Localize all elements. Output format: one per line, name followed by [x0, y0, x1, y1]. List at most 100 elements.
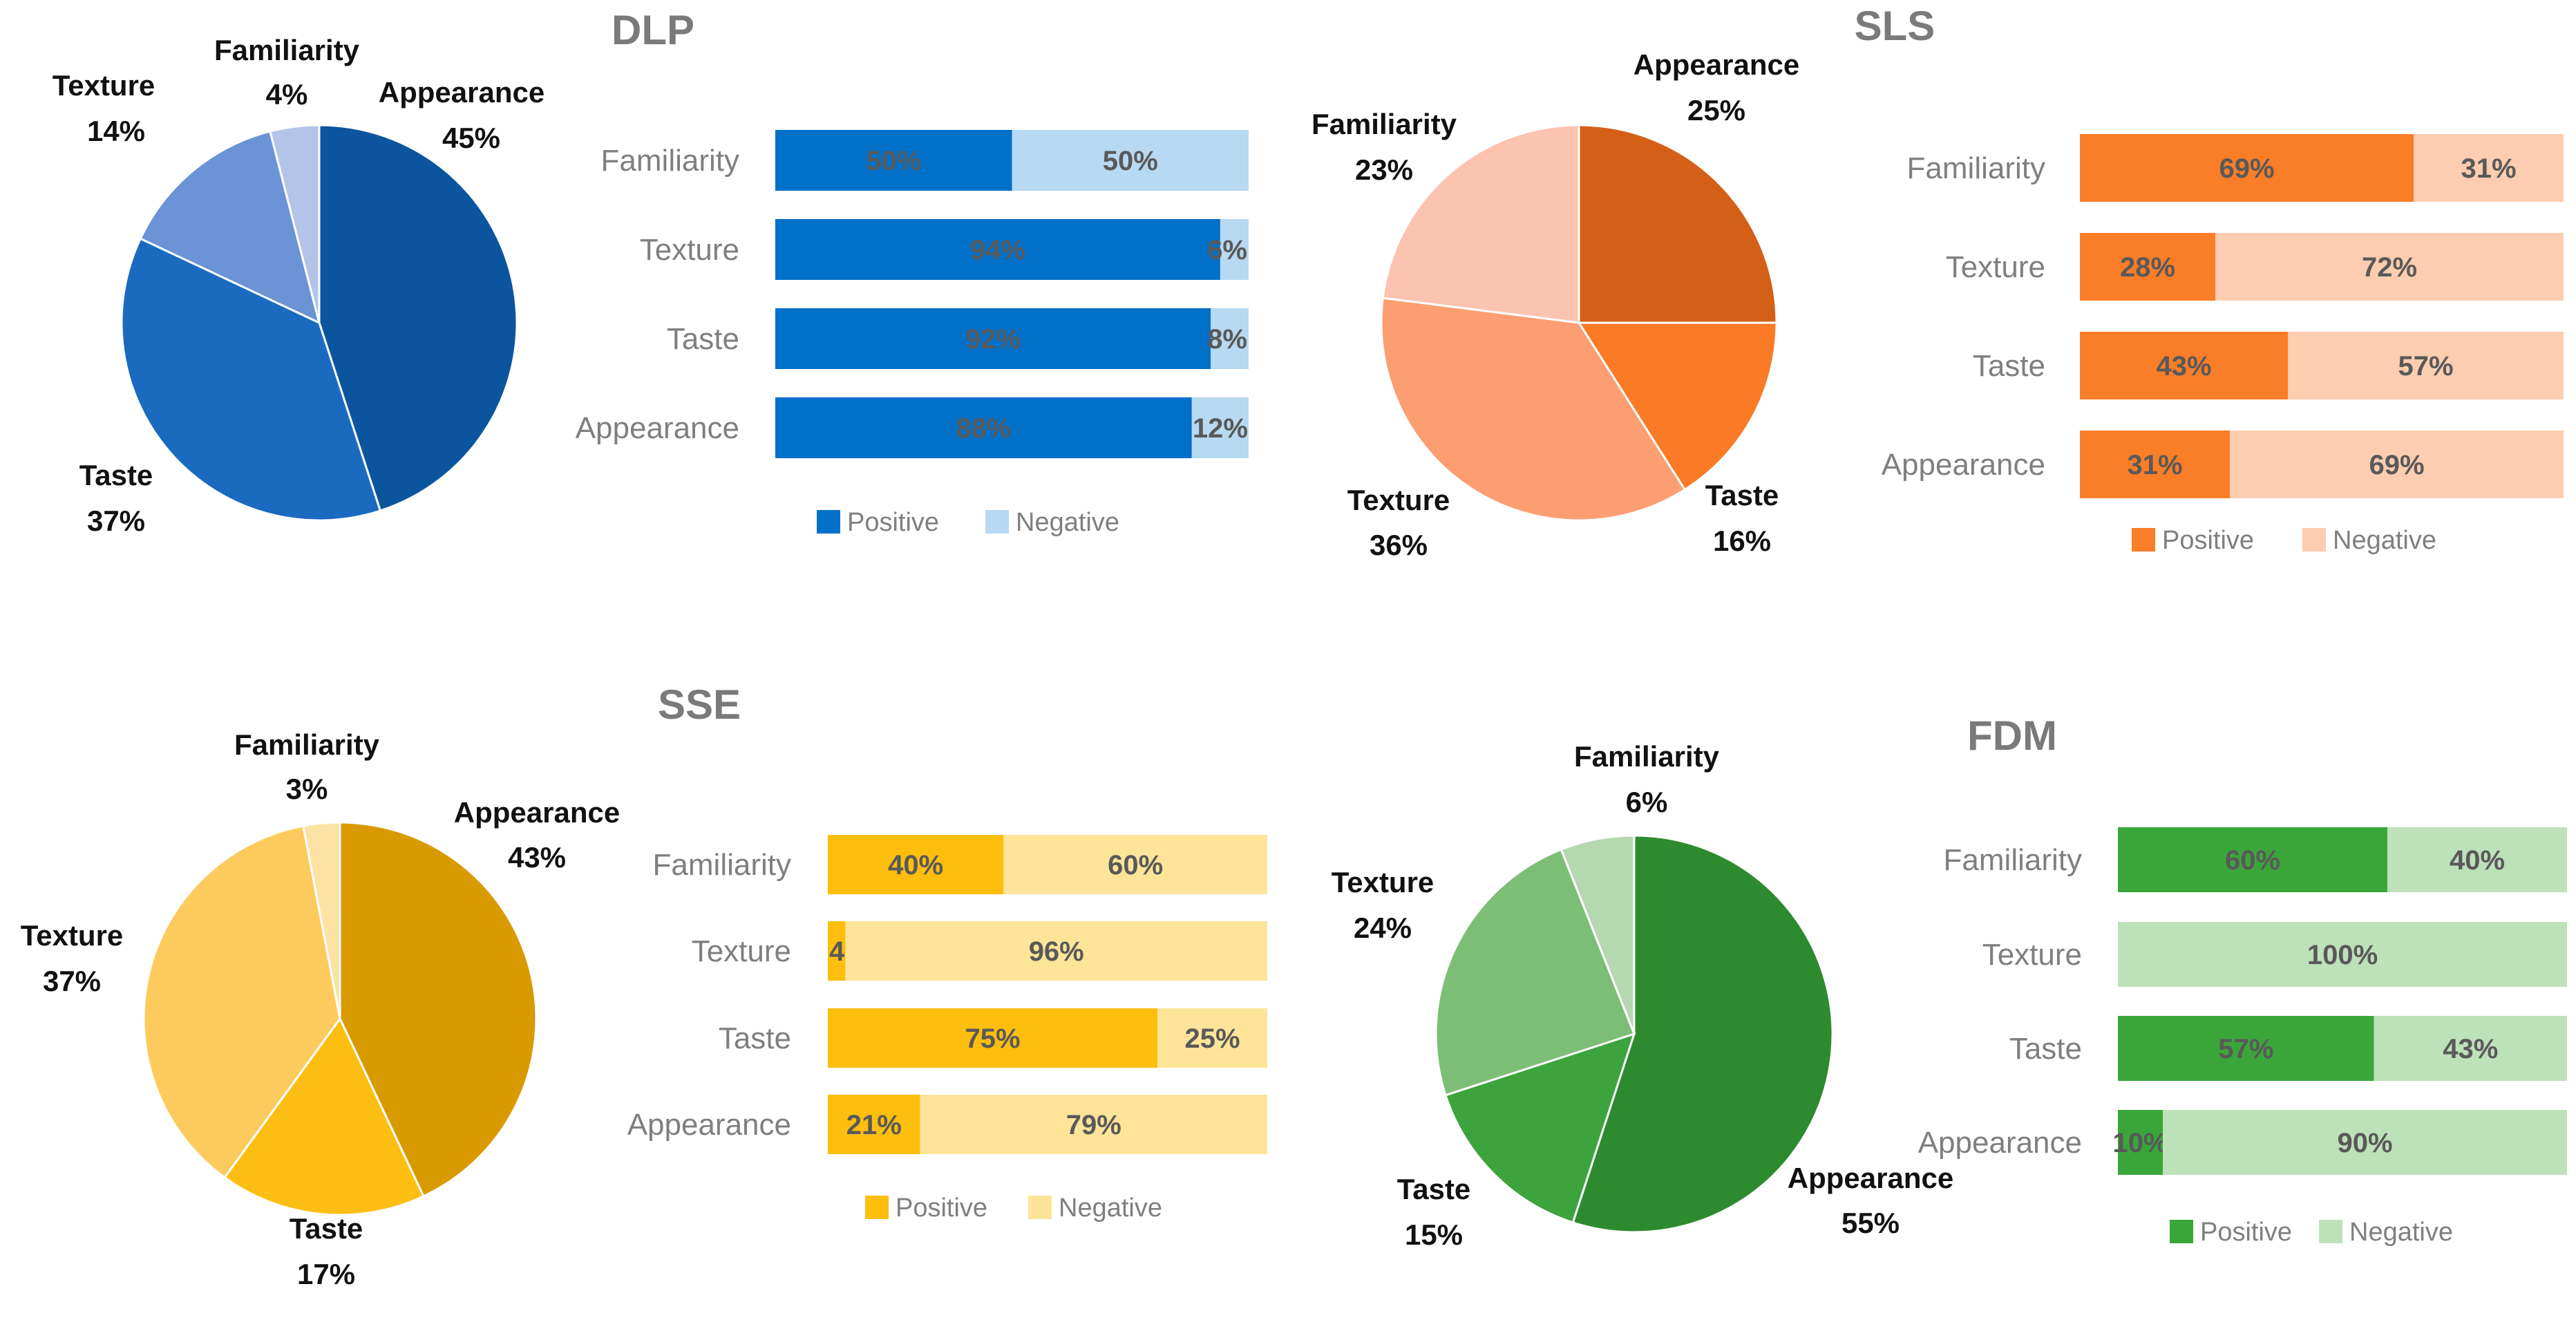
bar-label-negative-texture: 6% [1207, 235, 1247, 265]
bar-label-negative-familiarity: 50% [1103, 146, 1158, 176]
pie-label-taste: Taste [79, 459, 153, 491]
panel-sls: SLS Appearance 25% Taste 16% Texture 36% Famili… [1311, 3, 2564, 561]
category-label-familiarity: Familiarity [653, 848, 791, 882]
legend-label-positive: Positive [896, 1194, 987, 1223]
bar-label-positive-appearance: 88% [956, 413, 1011, 444]
pie-slice-familiarity [302, 821, 341, 1019]
pie-slice-taste [1577, 321, 1778, 491]
legend-label-positive: Positive [847, 508, 939, 537]
bar-chart: Familiarity 60% 40% Texture 100% Taste 57% 43% A… [1918, 827, 2567, 1247]
bar-label-positive-taste: 75% [965, 1024, 1020, 1054]
category-label-familiarity: Familiarity [601, 144, 739, 178]
category-label-taste: Taste [719, 1021, 791, 1055]
pie-slice-appearance [1578, 124, 1778, 324]
pie-slice-appearance [1571, 834, 1834, 1234]
panel-title: FDM [1967, 713, 2057, 759]
pie-value-taste: 17% [297, 1258, 355, 1290]
bar-label-negative-texture: 100% [2307, 940, 2378, 970]
panel-title: SSE [658, 681, 741, 728]
pie-label-familiarity: Familiarity [1574, 740, 1720, 773]
category-label-familiarity: Familiarity [1907, 151, 2045, 185]
pie-label-familiarity: Familiarity [214, 34, 360, 66]
category-label-taste: Taste [1973, 349, 2045, 383]
pie-value-texture: 37% [43, 965, 101, 997]
bar-positive-familiarity [775, 130, 1012, 191]
bar-label-negative-appearance: 12% [1193, 413, 1248, 444]
pie-label-appearance: Appearance [1633, 48, 1799, 81]
bar-chart: Familiarity40%60%Texture4%96%Taste75%25%… [627, 835, 1267, 1223]
pie-value-taste: 15% [1405, 1218, 1463, 1251]
pie-value-texture: 14% [87, 115, 145, 147]
pie-value-appearance: 45% [442, 122, 500, 154]
pie-slice-taste [1444, 1032, 1636, 1224]
pie-chart: Appearance 45% Taste 37% Texture 14% Familiari… [53, 34, 545, 537]
legend-swatch-positive [2170, 1220, 2193, 1243]
bar-label-negative-texture: 96% [1029, 936, 1084, 967]
bar-negative-familiarity [2387, 827, 2567, 892]
panel-fdm: FDM Appearance 55% Taste 15% Texture 24% Famili… [1332, 713, 2567, 1251]
bar-label-positive-familiarity: 40% [888, 850, 943, 880]
pie-slice-texture [139, 130, 321, 325]
pie-label-taste: Taste [1397, 1173, 1471, 1205]
bar-label-negative-taste: 25% [1184, 1024, 1240, 1054]
bar-negative-familiarity [2414, 134, 2564, 202]
category-label-texture: Texture [640, 233, 739, 267]
category-label-appearance: Appearance [1882, 448, 2045, 482]
category-label-appearance: Appearance [627, 1108, 791, 1142]
pie-slice-appearance [339, 821, 538, 1198]
bar-negative-taste [2374, 1016, 2567, 1081]
pie-chart: Appearance 55% Taste 15% Texture 24% Familiari… [1332, 740, 1954, 1251]
pie-label-familiarity: Familiarity [1311, 108, 1457, 140]
legend-label-negative: Negative [1016, 508, 1119, 537]
bar-chart: Familiarity 69% 31% Texture 28% 72% Taste 43% 57… [1882, 134, 2564, 555]
pie-value-appearance: 55% [1841, 1207, 1900, 1239]
panel-title: SLS [1855, 3, 1935, 49]
legend-swatch-positive [817, 510, 840, 534]
bar-negative-appearance [2230, 431, 2564, 498]
pie-value-texture: 24% [1354, 912, 1412, 944]
bar-positive-taste [2118, 1016, 2374, 1081]
bar-negative-appearance [1191, 397, 1249, 458]
legend-swatch-negative [2302, 528, 2326, 551]
bar-positive-appearance [775, 397, 1192, 458]
category-label-texture: Texture [692, 934, 791, 968]
legend-swatch-negative [1028, 1196, 1052, 1219]
pie-label-texture: Texture [1347, 484, 1450, 516]
category-label-texture: Texture [1982, 938, 2082, 972]
bar-positive-texture [2080, 233, 2215, 301]
bar-negative-familiarity [1012, 130, 1249, 191]
bar-negative-taste [2288, 332, 2564, 399]
pie-chart: Appearance 43% Taste 17% Texture 37% Familiari… [21, 728, 621, 1290]
bar-label-positive-taste: 43% [2156, 351, 2211, 381]
panel-dlp: DLP Appearance 45% Taste 37% Texture 14% Famili… [53, 7, 1249, 537]
bar-label-positive-appearance: 10% [2112, 1128, 2168, 1158]
bar-positive-taste [2080, 332, 2288, 399]
legend: Positive Negative [817, 508, 1119, 537]
bar-negative-texture [1220, 219, 1249, 280]
bar-label-negative-taste: 57% [2398, 351, 2453, 381]
bar-label-negative-familiarity: 31% [2461, 153, 2516, 184]
pie-value-familiarity: 3% [286, 773, 328, 805]
legend: Positive Negative [2132, 526, 2436, 555]
pie-slice-familiarity [1381, 124, 1580, 324]
pie-value-texture: 36% [1370, 529, 1428, 561]
bar-label-positive-texture: 94% [970, 235, 1025, 265]
pie-value-appearance: 43% [508, 841, 566, 874]
bar-label-positive-familiarity: 50% [866, 146, 921, 176]
category-label-appearance: Appearance [1918, 1126, 2082, 1160]
pie-value-familiarity: 6% [1626, 786, 1668, 818]
pie-label-taste: Taste [1705, 479, 1779, 511]
bar-label-positive-appearance: 21% [846, 1110, 902, 1140]
pie-slice-taste [222, 1017, 425, 1216]
panel-sse: SSE Appearance 43% Taste 17% Texture 37% Famili… [21, 681, 1267, 1290]
legend-label-positive: Positive [2162, 526, 2254, 555]
category-label-taste: Taste [667, 322, 739, 356]
legend-label-negative: Negative [2333, 526, 2436, 555]
bar-negative-taste [1157, 1008, 1267, 1068]
bar-label-positive-texture: 28% [2120, 252, 2175, 283]
pie-value-taste: 37% [87, 505, 145, 537]
bar-positive-appearance [828, 1095, 920, 1154]
pie-value-familiarity: 23% [1355, 153, 1413, 186]
bar-chart: Familiarity 50% 50% Texture 94% 6% Taste 92% 8% A… [576, 130, 1249, 537]
pie-slice-taste [120, 237, 382, 522]
